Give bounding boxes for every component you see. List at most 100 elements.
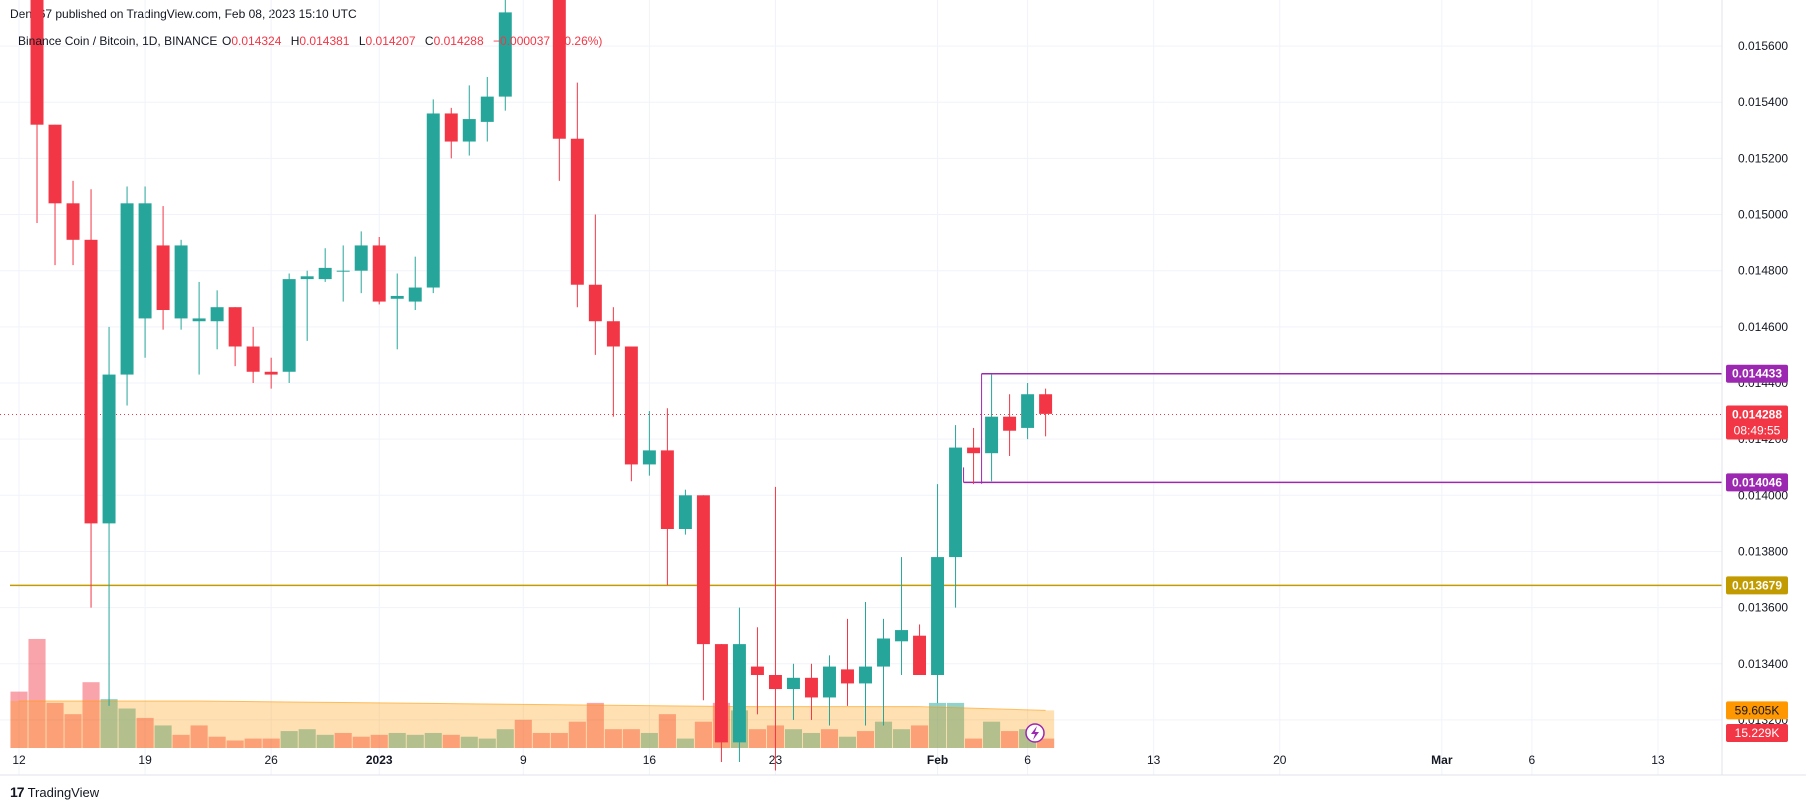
last-price-label-bg [1726, 405, 1788, 440]
candle-body [913, 635, 927, 675]
volume-ma-line [19, 700, 1046, 711]
volume-bar [172, 734, 190, 748]
x-tick-label: 13 [1651, 753, 1665, 767]
volume-bar [550, 732, 568, 748]
candle-body [192, 318, 206, 322]
volume-bar [370, 734, 388, 748]
volume-ma-area [10, 701, 1055, 748]
volume-bar [406, 734, 424, 748]
last-price-countdown: 08:49:55 [1734, 423, 1781, 437]
volume-bar [82, 682, 100, 748]
volume-bar [190, 725, 208, 748]
volume-bar [947, 702, 965, 748]
legend-h-label: H [291, 34, 300, 48]
price-axis: 0.015600 0.015400 0.015200 0.015000 0.014800… [1721, 0, 1806, 775]
candle-body [822, 666, 836, 698]
candle-body [318, 267, 332, 280]
publish-info: Den767 published on TradingView.com, Feb… [10, 7, 357, 21]
candle-body [282, 279, 296, 372]
footer-brand[interactable]: 17 TradingView [10, 784, 99, 800]
candle-body [138, 203, 152, 319]
candles [30, 0, 1053, 771]
candle-body [1003, 416, 1017, 431]
volume-bar [748, 729, 766, 748]
candle-body [426, 113, 440, 288]
candle-body [390, 295, 404, 299]
candle-body [877, 638, 890, 667]
candle-body [895, 630, 909, 642]
legend-l-value: 0.014207 [366, 34, 416, 48]
volume-bar [640, 732, 658, 748]
candle-body [642, 450, 656, 465]
volume-bar [568, 721, 586, 748]
tradingview-logo-icon: 17 [10, 784, 25, 800]
candle-body [624, 346, 638, 465]
level-label-bg [1726, 473, 1788, 492]
y-tick-label: 0.015600 [1738, 39, 1788, 53]
volume-bar [514, 719, 532, 748]
candle-body [84, 239, 98, 524]
volume-bar [496, 729, 514, 748]
x-tick-label: 19 [138, 753, 152, 767]
candle-body [786, 677, 800, 690]
level-label: 0.014046 [1732, 475, 1782, 489]
legend-symbol: Binance Coin / Bitcoin, 1D, BINANCE [18, 34, 217, 48]
x-tick-label: 6 [1529, 753, 1536, 767]
footer-brand-label: TradingView [27, 784, 100, 800]
legend-l-label: L [359, 34, 366, 48]
y-tick-label: 0.015200 [1738, 151, 1788, 165]
candle-body [949, 447, 963, 558]
legend: Binance Coin / Bitcoin, 1D, BINANCE O 0.0… [18, 34, 602, 48]
candle-body [498, 12, 512, 97]
time-axis: 12 19 26 2023 9 16 23 Feb 6 13 20 Mar 6 13 [0, 753, 1806, 776]
volume-last-label-bg [1726, 724, 1788, 742]
volume-bar [658, 714, 676, 748]
volume-bar [820, 729, 839, 748]
flash-icon[interactable] [1025, 723, 1045, 743]
candle-body [967, 447, 981, 454]
candle-body [408, 287, 422, 302]
volume-bar [856, 731, 875, 748]
candle-body [300, 276, 314, 280]
legend-o-label: O [222, 34, 231, 48]
volume-bar [604, 729, 622, 748]
candle-body [30, 0, 44, 125]
volume-bar [424, 732, 442, 748]
volume-bar [280, 731, 298, 748]
candle-body [1021, 394, 1035, 428]
volume-bar [910, 725, 929, 748]
candle-body [462, 119, 476, 142]
volume-bar [316, 734, 334, 748]
x-tick-label: 20 [1273, 753, 1287, 767]
volume-bar [838, 736, 857, 748]
candle-body [174, 245, 188, 319]
candle-body [570, 138, 584, 285]
candle-body [606, 321, 620, 347]
volume-ma-label: 59.605K [1735, 703, 1780, 717]
candle-body [931, 557, 945, 675]
volume-bar [460, 736, 478, 748]
volume-bar [46, 702, 64, 748]
volume-bar [118, 708, 136, 748]
volume-bar [478, 738, 496, 748]
volume-last-label: 15.229K [1735, 726, 1780, 740]
level-label: 0.013679 [1732, 578, 1782, 592]
candle-body [444, 113, 458, 142]
candle-body [696, 495, 710, 645]
candle-body [48, 124, 62, 204]
volume-bar [136, 717, 154, 748]
volume-bar [983, 721, 1001, 748]
x-tick-label: 26 [264, 753, 278, 767]
volume-bar [442, 734, 460, 748]
candle-body [246, 346, 260, 372]
volume-bar [784, 729, 803, 748]
candle-body [678, 495, 692, 529]
volume-bar [10, 691, 28, 748]
legend-c-value: 0.014288 [434, 34, 484, 48]
volume-bar [802, 732, 821, 748]
x-tick-label: Feb [927, 753, 948, 767]
volume-layer [10, 638, 1055, 748]
volume-bar [100, 699, 118, 748]
grid-lines [0, 0, 1722, 775]
